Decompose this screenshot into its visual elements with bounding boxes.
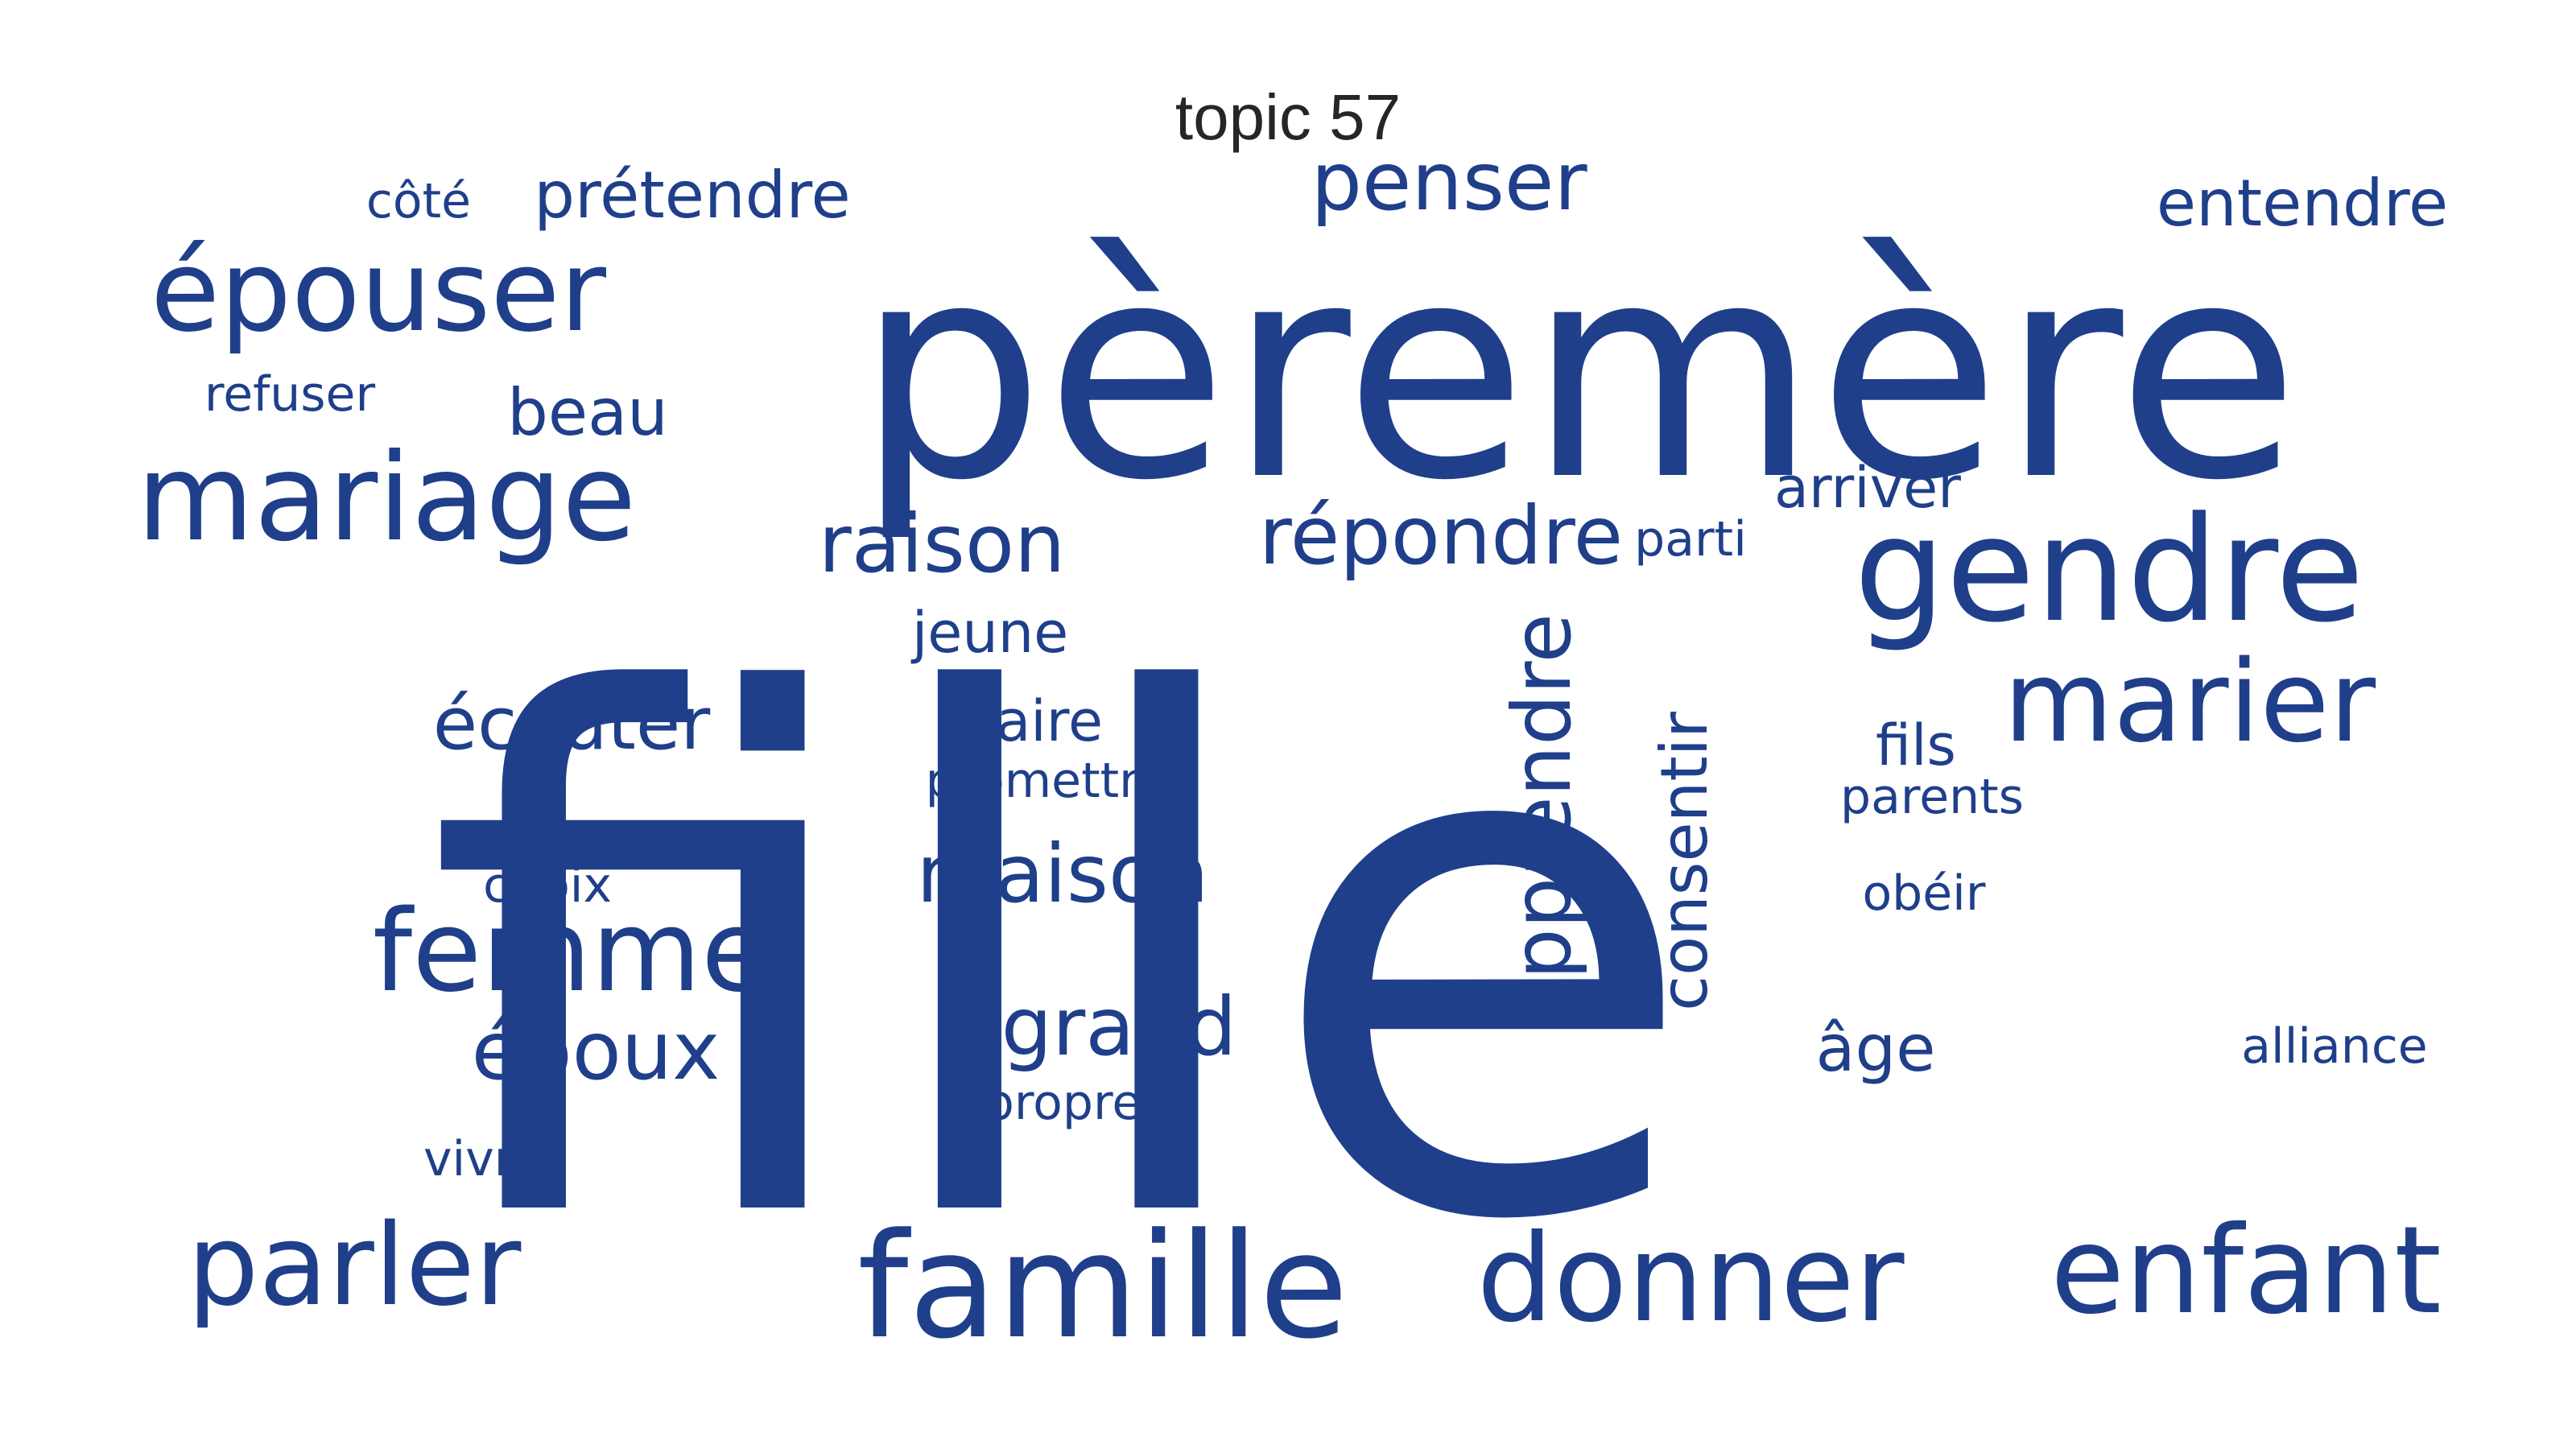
word-repondre: répondre	[1259, 489, 1623, 583]
word-beau: beau	[507, 375, 668, 450]
word-cote: côté	[366, 173, 471, 229]
word-obeir: obéir	[1862, 865, 1985, 922]
word-parti: parti	[1634, 511, 1747, 568]
word-famille: famille	[857, 1203, 1348, 1371]
word-femme: femme	[373, 886, 770, 1018]
word-epouser: épouser	[151, 226, 606, 357]
word-donner: donner	[1476, 1209, 1904, 1349]
word-promettre: promettre	[926, 753, 1168, 809]
word-propre: propre	[984, 1075, 1142, 1131]
word-pretendre: prétendre	[534, 158, 851, 233]
word-refuser: refuser	[204, 366, 376, 423]
word-fille: fille	[425, 550, 1701, 1375]
word-consentir: consentir	[1647, 712, 1722, 1011]
word-peremere: pèremère	[856, 200, 2300, 546]
word-enfant: enfant	[2050, 1201, 2442, 1341]
word-vivre: vivre	[423, 1131, 543, 1187]
word-fils: fils	[1876, 712, 1956, 778]
word-arriver: arriver	[1774, 455, 1961, 521]
word-mariage: mariage	[137, 428, 637, 568]
word-jeune: jeune	[910, 600, 1068, 666]
word-ecouter: écouter	[433, 682, 711, 766]
word-marier: marier	[2004, 637, 2376, 768]
word-entendre: entendre	[2157, 166, 2448, 241]
word-apprendre: apprendre	[1495, 613, 1589, 1029]
word-parents: parents	[1840, 769, 2024, 825]
word-maison: maison	[916, 827, 1208, 921]
word-grand: grand	[1001, 980, 1237, 1074]
word-penser: penser	[1311, 134, 1587, 229]
word-gendre: gendre	[1854, 486, 2364, 654]
word-taire: taire	[974, 688, 1103, 754]
word-alliance: alliance	[2241, 1018, 2427, 1075]
word-parler: parler	[188, 1200, 522, 1331]
word-raison: raison	[819, 497, 1066, 591]
word-age: âge	[1815, 1011, 1935, 1086]
word-choix: choix	[483, 857, 612, 914]
figure-title: topic 57	[1174, 81, 1402, 153]
word-epoux: époux	[472, 1004, 720, 1098]
